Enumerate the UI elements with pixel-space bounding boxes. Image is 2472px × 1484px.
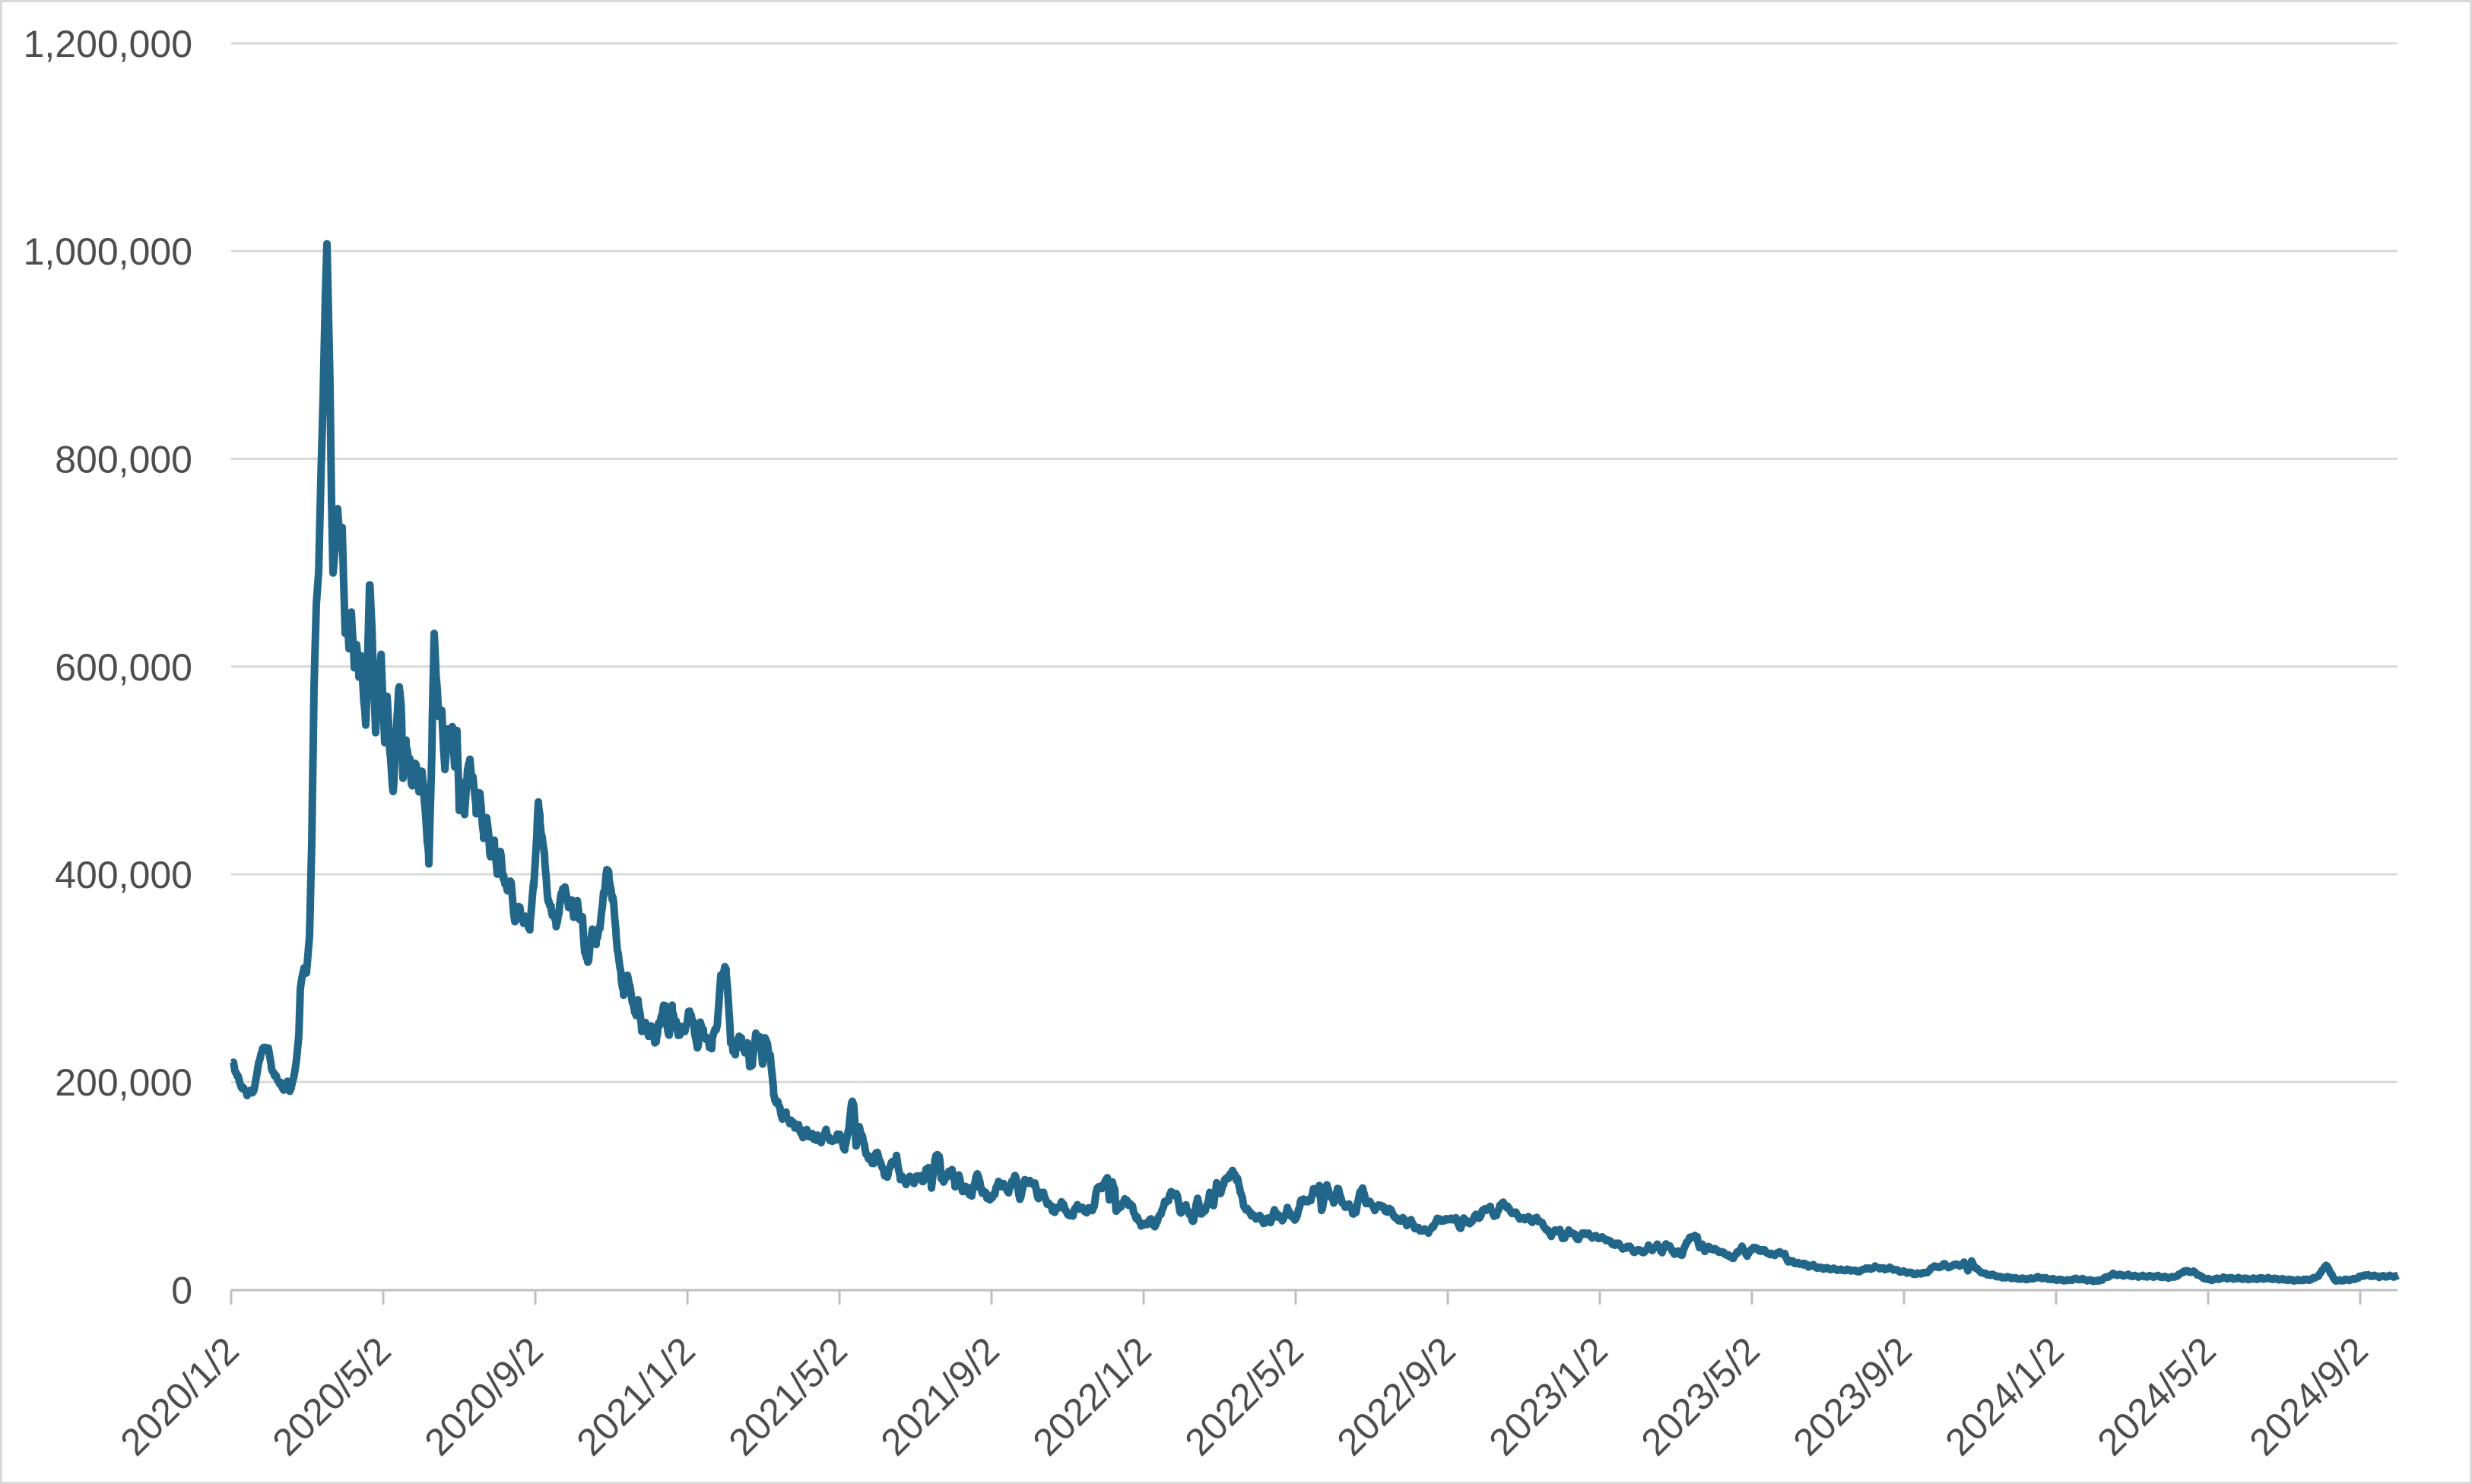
svg-text:2022/1/2: 2022/1/2 xyxy=(1025,1329,1160,1463)
svg-text:2024/1/2: 2024/1/2 xyxy=(1937,1329,2072,1463)
svg-text:2021/5/2: 2021/5/2 xyxy=(721,1329,855,1463)
svg-text:2021/1/2: 2021/1/2 xyxy=(569,1329,703,1463)
svg-text:2020/9/2: 2020/9/2 xyxy=(417,1329,551,1463)
svg-text:200,000: 200,000 xyxy=(55,1061,192,1104)
svg-text:2021/9/2: 2021/9/2 xyxy=(873,1329,1008,1463)
svg-text:400,000: 400,000 xyxy=(55,854,192,896)
svg-text:1,200,000: 1,200,000 xyxy=(24,23,192,65)
svg-text:600,000: 600,000 xyxy=(55,646,192,689)
svg-text:2024/5/2: 2024/5/2 xyxy=(2090,1329,2224,1463)
svg-text:2023/1/2: 2023/1/2 xyxy=(1481,1329,1616,1463)
svg-text:2023/9/2: 2023/9/2 xyxy=(1785,1329,1920,1463)
svg-text:2024/9/2: 2024/9/2 xyxy=(2242,1329,2376,1463)
svg-text:2022/5/2: 2022/5/2 xyxy=(1177,1329,1312,1463)
svg-text:800,000: 800,000 xyxy=(55,439,192,481)
svg-text:1,000,000: 1,000,000 xyxy=(24,230,192,273)
svg-text:2020/1/2: 2020/1/2 xyxy=(113,1329,247,1463)
svg-text:2023/5/2: 2023/5/2 xyxy=(1633,1329,1768,1463)
svg-text:2022/9/2: 2022/9/2 xyxy=(1329,1329,1464,1463)
svg-text:2020/5/2: 2020/5/2 xyxy=(265,1329,399,1463)
svg-text:0: 0 xyxy=(171,1270,192,1312)
